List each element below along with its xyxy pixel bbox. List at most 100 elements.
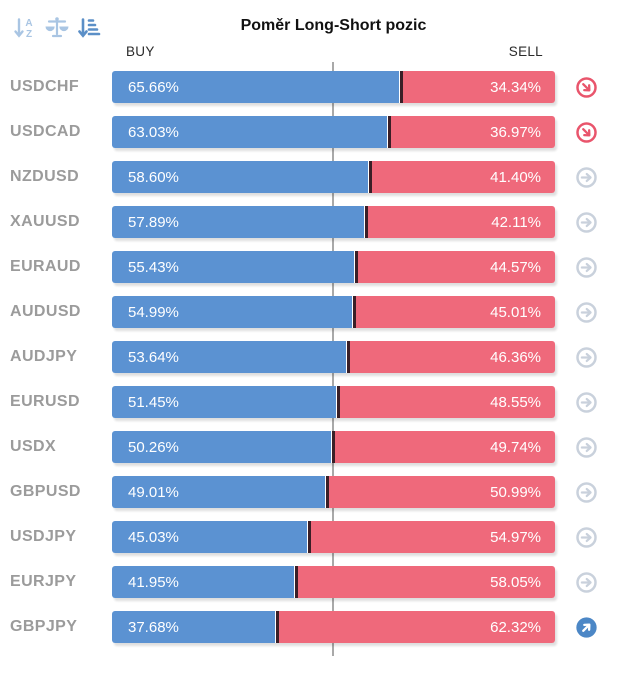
segment-gap xyxy=(274,611,276,643)
arrow-right-circle-icon xyxy=(575,346,597,368)
trend-icon[interactable] xyxy=(575,301,598,324)
ratio-bar: 53.64% 46.36% xyxy=(112,341,555,373)
trend-icon[interactable] xyxy=(575,391,598,414)
trend-cell xyxy=(555,571,617,594)
ratio-bar: 58.60% 41.40% xyxy=(112,161,555,193)
segment-gap xyxy=(330,431,332,463)
trend-cell xyxy=(555,481,617,504)
sort-amount-button[interactable] xyxy=(76,15,102,41)
buy-segment: 49.01% xyxy=(112,476,326,508)
buy-segment: 55.43% xyxy=(112,251,354,283)
sell-value: 62.32% xyxy=(490,618,541,636)
arrow-right-circle-icon xyxy=(575,301,597,323)
sell-value: 49.74% xyxy=(490,438,541,456)
pair-label: USDX xyxy=(10,438,57,455)
sell-value: 54.97% xyxy=(490,528,541,546)
segment-divider xyxy=(354,251,358,283)
table-row: AUDUSD 54.99% 45.01% xyxy=(0,296,617,328)
buy-value: 37.68% xyxy=(128,618,179,636)
pair-label: USDCAD xyxy=(10,123,81,140)
sort-alphabetical-button[interactable]: A Z xyxy=(12,15,38,41)
svg-text:Z: Z xyxy=(26,29,32,40)
segment-gap xyxy=(364,206,366,238)
table-row: EURJPY 41.95% 58.05% xyxy=(0,566,617,598)
segment-gap xyxy=(367,161,369,193)
pair-label: EURJPY xyxy=(10,573,77,590)
sort-balance-button[interactable] xyxy=(44,15,70,41)
buy-value: 54.99% xyxy=(128,303,179,321)
buy-column-header: BUY xyxy=(126,44,155,59)
trend-icon[interactable] xyxy=(575,346,598,369)
sell-value: 48.55% xyxy=(490,393,541,411)
trend-icon[interactable] xyxy=(575,571,598,594)
buy-value: 57.89% xyxy=(128,213,179,231)
table-row: EURUSD 51.45% 48.55% xyxy=(0,386,617,418)
trend-cell xyxy=(555,616,617,639)
buy-segment: 50.26% xyxy=(112,431,331,463)
arrow-down-right-circle-icon xyxy=(575,121,597,143)
sell-segment: 34.34% xyxy=(402,71,555,103)
sell-segment: 44.57% xyxy=(357,251,555,283)
sell-value: 46.36% xyxy=(490,348,541,366)
buy-value: 63.03% xyxy=(128,123,179,141)
segment-divider xyxy=(365,206,369,238)
trend-icon[interactable] xyxy=(575,211,598,234)
ratio-bar: 45.03% 54.97% xyxy=(112,521,555,553)
trend-cell xyxy=(555,166,617,189)
segment-divider xyxy=(326,476,330,508)
buy-value: 41.95% xyxy=(128,573,179,591)
segment-gap xyxy=(387,116,389,148)
trend-icon[interactable] xyxy=(575,616,598,639)
pair-label: AUDJPY xyxy=(10,348,78,365)
trend-icon[interactable] xyxy=(575,436,598,459)
table-row: AUDJPY 53.64% 46.36% xyxy=(0,341,617,373)
sell-segment: 41.40% xyxy=(371,161,555,193)
trend-cell xyxy=(555,436,617,459)
segment-gap xyxy=(325,476,327,508)
ratio-bar: 51.45% 48.55% xyxy=(112,386,555,418)
segment-divider xyxy=(399,71,403,103)
ratio-bar: 57.89% 42.11% xyxy=(112,206,555,238)
buy-segment: 45.03% xyxy=(112,521,308,553)
sell-segment: 36.97% xyxy=(391,116,555,148)
trend-icon[interactable] xyxy=(575,76,598,99)
sell-value: 44.57% xyxy=(490,258,541,276)
trend-icon[interactable] xyxy=(575,526,598,549)
trend-icon[interactable] xyxy=(575,166,598,189)
sort-amount-icon xyxy=(76,15,102,41)
sell-segment: 46.36% xyxy=(349,341,555,373)
sell-segment: 50.99% xyxy=(329,476,555,508)
trend-cell xyxy=(555,301,617,324)
segment-divider xyxy=(275,611,279,643)
trend-icon[interactable] xyxy=(575,256,598,279)
sell-segment: 45.01% xyxy=(355,296,555,328)
arrow-right-circle-icon xyxy=(575,211,597,233)
pair-label: GBPUSD xyxy=(10,483,81,500)
ratio-bar: 54.99% 45.01% xyxy=(112,296,555,328)
segment-divider xyxy=(336,386,340,418)
table-row: XAUUSD 57.89% 42.11% xyxy=(0,206,617,238)
trend-icon[interactable] xyxy=(575,121,598,144)
segment-gap xyxy=(293,566,295,598)
segment-gap xyxy=(398,71,400,103)
buy-value: 49.01% xyxy=(128,483,179,501)
column-headers: BUY SELL xyxy=(112,44,555,59)
segment-gap xyxy=(307,521,309,553)
table-row: GBPUSD 49.01% 50.99% xyxy=(0,476,617,508)
pair-label: EURAUD xyxy=(10,258,81,275)
buy-value: 51.45% xyxy=(128,393,179,411)
pair-label: AUDUSD xyxy=(10,303,81,320)
buy-segment: 53.64% xyxy=(112,341,346,373)
buy-segment: 63.03% xyxy=(112,116,388,148)
sell-segment: 62.32% xyxy=(278,611,555,643)
segment-divider xyxy=(346,341,350,373)
sell-value: 36.97% xyxy=(490,123,541,141)
buy-value: 50.26% xyxy=(128,438,179,456)
ratio-bar: 49.01% 50.99% xyxy=(112,476,555,508)
sell-segment: 54.97% xyxy=(311,521,555,553)
trend-cell xyxy=(555,346,617,369)
sell-segment: 42.11% xyxy=(368,206,555,238)
sell-value: 58.05% xyxy=(490,573,541,591)
trend-icon[interactable] xyxy=(575,481,598,504)
table-row: USDCAD 63.03% 36.97% xyxy=(0,116,617,148)
